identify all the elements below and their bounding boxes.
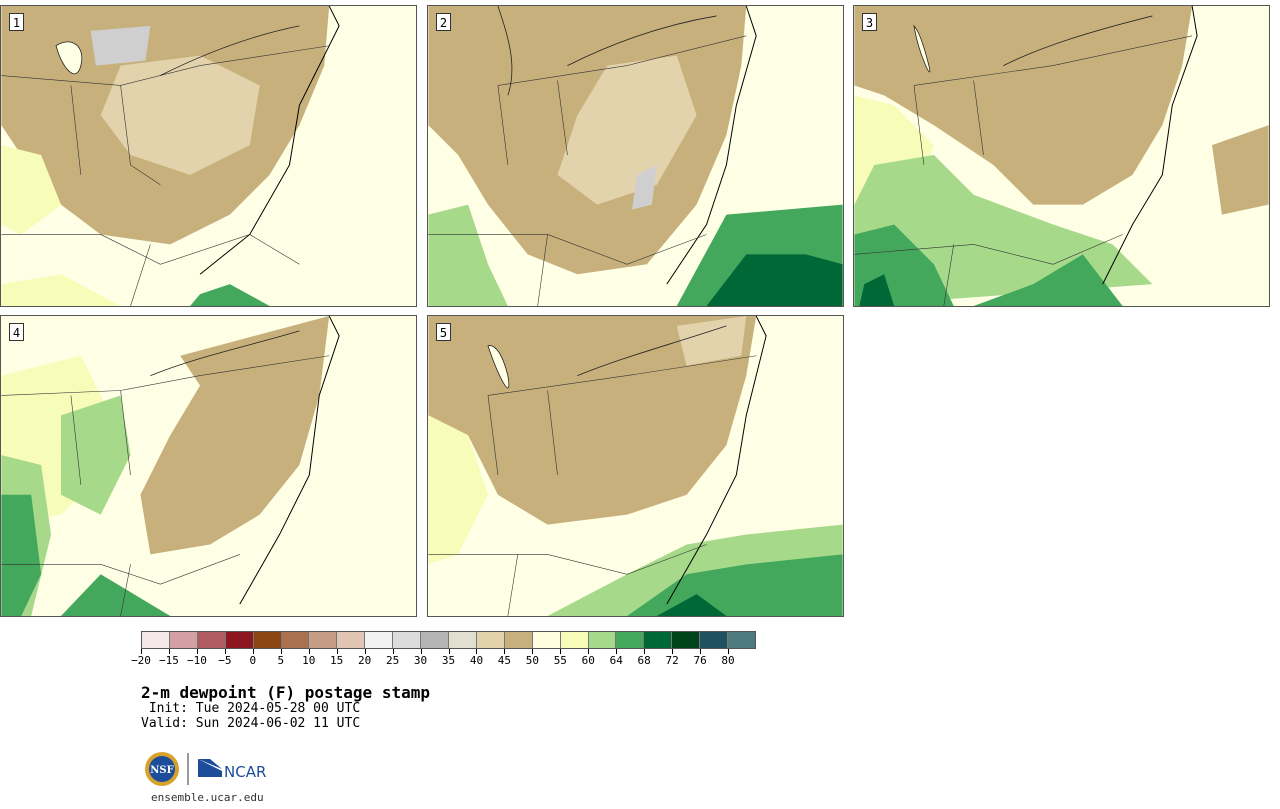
dewpoint-map-4	[1, 316, 416, 616]
colorbar-tick-label: −20	[131, 654, 151, 667]
colorbar-swatch	[532, 632, 561, 648]
logos: NSF NCAR	[144, 751, 274, 787]
colorbar-swatch	[728, 632, 755, 648]
colorbar-swatch	[588, 632, 617, 648]
colorbar-swatch	[197, 632, 226, 648]
colorbar-swatch	[616, 632, 645, 648]
map-panel-5: 5	[427, 315, 844, 617]
panel-number-badge: 3	[862, 13, 877, 31]
colorbar-tick-label: 80	[721, 654, 735, 667]
colorbar-tick	[700, 649, 702, 654]
dewpoint-map-3	[854, 6, 1269, 306]
colorbar-tick	[448, 649, 450, 654]
colorbar-tick-label: 20	[358, 654, 372, 667]
colorbar-tick-label: 64	[609, 654, 623, 667]
ncar-logo-icon: NCAR	[198, 759, 266, 781]
colorbar-tick-label: 68	[637, 654, 651, 667]
map-panel-4: 4	[0, 315, 417, 617]
colorbar-tick-label: 40	[469, 654, 484, 667]
plot-title: 2-m dewpoint (F) postage stamp	[141, 683, 430, 702]
panel-number-badge: 4	[9, 323, 24, 341]
colorbar-swatch	[672, 632, 701, 648]
colorbar-tick	[504, 649, 506, 654]
colorbar-tick-label: 45	[497, 654, 512, 667]
colorbar-swatch	[337, 632, 366, 648]
map-panel-1: 1	[0, 5, 417, 307]
colorbar-swatch	[421, 632, 449, 648]
colorbar-tick-label: −15	[159, 654, 179, 667]
colorbar-tick	[392, 649, 394, 654]
colorbar-swatch	[644, 632, 673, 648]
map-panel-3: 3	[853, 5, 1270, 307]
colorbar-tick	[308, 649, 310, 654]
colorbar-swatch	[700, 632, 729, 648]
colorbar-tick	[280, 649, 282, 654]
colorbar-swatch	[560, 632, 589, 648]
colorbar-tick	[728, 649, 730, 654]
panel-number-badge: 1	[9, 13, 24, 31]
colorbar-tick	[364, 649, 366, 654]
colorbar-swatch	[476, 632, 505, 648]
colorbar-swatch	[225, 632, 254, 648]
colorbar-swatch	[365, 632, 394, 648]
dewpoint-map-2	[428, 6, 843, 306]
colorbar-tick-label: 10	[302, 654, 316, 667]
panel-number-badge: 5	[436, 323, 451, 341]
colorbar-tick	[644, 649, 646, 654]
colorbar-tick-label: 50	[525, 654, 539, 667]
colorbar-swatch	[504, 632, 533, 648]
colorbar-swatch	[169, 632, 198, 648]
colorbar-tick-label: 35	[441, 654, 456, 667]
colorbar-tick	[196, 649, 198, 654]
colorbar-swatch	[281, 632, 310, 648]
colorbar-swatch	[448, 632, 477, 648]
ncar-logo-text: NCAR	[224, 763, 266, 781]
valid-time: Valid: Sun 2024-06-02 11 UTC	[141, 716, 361, 731]
colorbar-tick	[616, 649, 618, 654]
colorbar-tick	[252, 649, 254, 654]
colorbar-tick-label: 30	[413, 654, 428, 667]
colorbar-tick-label: 72	[665, 654, 679, 667]
colorbar-tick	[420, 649, 422, 654]
colorbar-swatch	[393, 632, 422, 648]
init-time: Init: Tue 2024-05-28 00 UTC	[141, 701, 361, 716]
dewpoint-map-1	[1, 6, 416, 306]
colorbar-tick-label: 0	[249, 654, 257, 667]
colorbar-tick	[168, 649, 170, 654]
colorbar-tick-label: 25	[385, 654, 400, 667]
colorbar	[141, 631, 756, 649]
colorbar-tick-label: 15	[330, 654, 344, 667]
colorbar-tick	[588, 649, 590, 654]
map-panel-2: 2	[427, 5, 844, 307]
colorbar-tick	[560, 649, 562, 654]
colorbar-tick	[476, 649, 478, 654]
colorbar-tick-label: −5	[218, 654, 232, 667]
colorbar-tick	[532, 649, 534, 654]
site-url: ensemble.ucar.edu	[151, 791, 264, 804]
dewpoint-map-5	[428, 316, 843, 616]
colorbar-swatch	[309, 632, 338, 648]
colorbar-tick-label: −10	[186, 654, 207, 667]
colorbar-swatch	[142, 632, 170, 648]
colorbar-tick-label: 60	[581, 654, 595, 667]
colorbar-tick-label: 55	[553, 654, 567, 667]
colorbar-tick	[224, 649, 226, 654]
nsf-logo-text: NSF	[150, 765, 173, 776]
panel-number-badge: 2	[436, 13, 451, 31]
colorbar-tick	[336, 649, 338, 654]
colorbar-swatch	[253, 632, 282, 648]
colorbar-tick	[672, 649, 674, 654]
colorbar-ticks: −20 −15 −10 −5 0 5 10 15 20 25 30 35 40 45 50 55 60 64 68 7…	[131, 649, 756, 671]
colorbar-tick-label: 76	[693, 654, 707, 667]
colorbar-tick-label: 5	[277, 654, 285, 667]
colorbar-tick	[141, 649, 142, 654]
nsf-logo-icon: NSF	[145, 752, 179, 786]
